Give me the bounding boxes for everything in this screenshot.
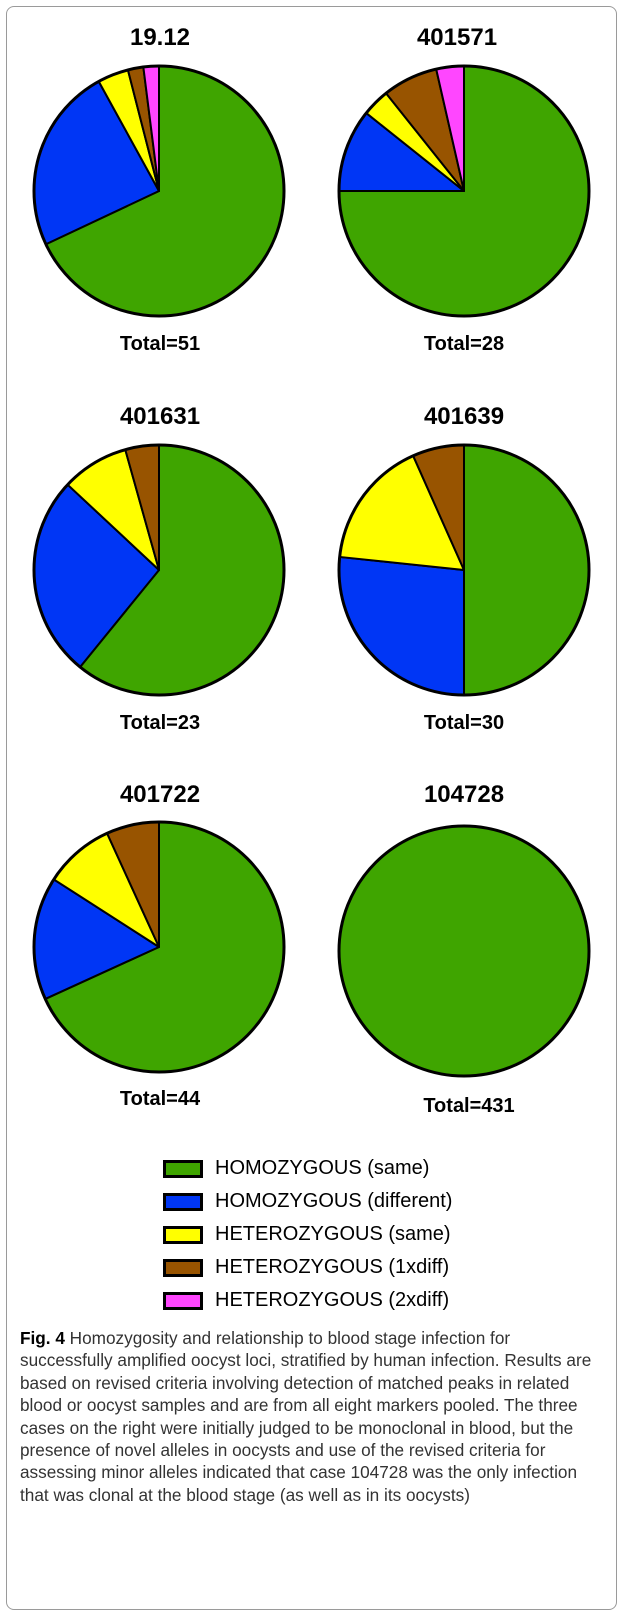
legend-swatch <box>163 1258 203 1277</box>
caption-text: Homozygosity and relationship to blood s… <box>20 1328 592 1505</box>
legend-label: HETEROZYGOUS (1xdiff) <box>215 1256 450 1278</box>
pie-chart <box>32 443 286 697</box>
legend: HOMOZYGOUS (same) HOMOZYGOUS (different)… <box>163 1152 452 1317</box>
legend-item: HETEROZYGOUS (same) <box>163 1218 452 1251</box>
legend-label: HOMOZYGOUS (same) <box>215 1157 430 1179</box>
pie-total-label: Total=51 <box>119 333 201 355</box>
pie-title: 19.12 <box>129 24 191 51</box>
pie-chart <box>337 64 591 318</box>
legend-item: HOMOZYGOUS (same) <box>163 1152 452 1185</box>
legend-label: HETEROZYGOUS (same) <box>215 1223 451 1245</box>
legend-swatch <box>163 1192 203 1211</box>
pie-title: 401722 <box>119 781 201 808</box>
pie-total-label: Total=431 <box>423 1095 515 1117</box>
pie-chart <box>337 443 591 697</box>
pie-chart <box>337 824 591 1078</box>
pie-chart <box>32 64 286 318</box>
legend-label: HETEROZYGOUS (2xdiff) <box>215 1289 450 1311</box>
legend-swatch <box>163 1159 203 1178</box>
pie-total-label: Total=28 <box>423 333 505 355</box>
pie-outline <box>337 443 591 697</box>
pie-outline <box>32 443 286 697</box>
legend-swatch <box>163 1291 203 1310</box>
figure-caption: Fig. 4 Homozygosity and relationship to … <box>20 1327 605 1506</box>
pie-total-label: Total=44 <box>119 1088 201 1110</box>
pie-outline <box>337 64 591 318</box>
legend-item: HOMOZYGOUS (different) <box>163 1185 452 1218</box>
figure-label: Fig. 4 <box>20 1328 65 1348</box>
legend-item: HETEROZYGOUS (2xdiff) <box>163 1284 452 1317</box>
legend-item: HETEROZYGOUS (1xdiff) <box>163 1251 452 1284</box>
pie-chart <box>32 820 286 1074</box>
pie-outline <box>32 820 286 1074</box>
pie-title: 401631 <box>119 403 201 430</box>
pie-title: 104728 <box>423 781 505 808</box>
pie-slice-homozygous-different <box>338 555 465 696</box>
pie-title: 401571 <box>416 24 498 51</box>
pie-outline <box>32 64 286 318</box>
pie-slice-homozygous-same <box>463 444 590 696</box>
pie-title: 401639 <box>423 403 505 430</box>
pie-total-label: Total=30 <box>423 712 505 734</box>
pie-total-label: Total=23 <box>119 712 201 734</box>
figure-frame <box>6 6 617 1610</box>
pie-outline <box>337 824 591 1078</box>
legend-label: HOMOZYGOUS (different) <box>215 1190 453 1212</box>
legend-swatch <box>163 1225 203 1244</box>
